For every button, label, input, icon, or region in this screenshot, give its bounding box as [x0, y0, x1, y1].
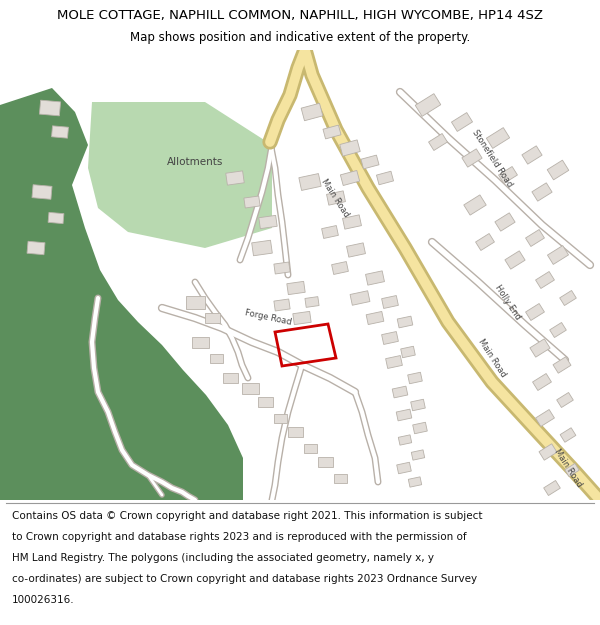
Bar — [522, 146, 542, 164]
Bar — [326, 191, 346, 205]
Text: Map shows position and indicative extent of the property.: Map shows position and indicative extent… — [130, 31, 470, 44]
Bar — [40, 100, 61, 116]
Bar — [476, 234, 494, 251]
Bar — [408, 372, 422, 384]
Bar — [366, 311, 384, 324]
Text: Main Road: Main Road — [552, 447, 584, 489]
Bar — [52, 126, 68, 138]
Bar — [365, 271, 385, 285]
Bar — [560, 428, 576, 442]
Text: 100026316.: 100026316. — [12, 595, 74, 605]
Bar — [565, 463, 579, 477]
Text: Forge Road: Forge Road — [244, 309, 292, 328]
Text: Allotments: Allotments — [167, 157, 223, 167]
Bar — [287, 281, 305, 294]
Bar — [451, 112, 473, 131]
Bar — [398, 435, 412, 445]
Bar — [487, 127, 509, 148]
Bar — [536, 409, 554, 426]
Bar — [560, 291, 577, 306]
Bar — [274, 299, 290, 311]
Bar — [539, 444, 557, 460]
Bar — [382, 296, 398, 309]
Bar — [533, 374, 551, 391]
Bar — [185, 296, 205, 309]
Bar — [547, 160, 569, 180]
Bar — [251, 240, 272, 256]
Bar — [223, 373, 238, 383]
Text: MOLE COTTAGE, NAPHILL COMMON, NAPHILL, HIGH WYCOMBE, HP14 4SZ: MOLE COTTAGE, NAPHILL COMMON, NAPHILL, H… — [57, 9, 543, 22]
Bar — [553, 357, 571, 373]
Bar — [396, 409, 412, 421]
Bar — [415, 94, 441, 116]
Bar — [505, 251, 525, 269]
Polygon shape — [88, 102, 272, 248]
Bar — [317, 457, 332, 467]
Bar — [322, 226, 338, 239]
Bar — [304, 444, 317, 452]
Bar — [464, 195, 486, 215]
Bar — [287, 427, 302, 437]
Polygon shape — [0, 88, 243, 500]
Bar — [350, 291, 370, 305]
Bar — [401, 346, 415, 358]
Bar — [462, 149, 482, 167]
Bar — [340, 171, 359, 186]
Bar — [347, 243, 365, 257]
Bar — [408, 477, 422, 487]
Bar — [332, 261, 349, 274]
Bar — [550, 322, 566, 338]
Bar — [532, 183, 552, 201]
Bar — [343, 215, 361, 229]
Text: Contains OS data © Crown copyright and database right 2021. This information is : Contains OS data © Crown copyright and d… — [12, 511, 482, 521]
Text: co-ordinates) are subject to Crown copyright and database rights 2023 Ordnance S: co-ordinates) are subject to Crown copyr… — [12, 574, 477, 584]
Bar — [428, 134, 448, 151]
Bar — [244, 196, 260, 208]
Bar — [32, 185, 52, 199]
Bar — [536, 271, 554, 289]
Text: Main Road: Main Road — [319, 177, 351, 219]
Text: HM Land Registry. The polygons (including the associated geometry, namely x, y: HM Land Registry. The polygons (includin… — [12, 553, 434, 563]
Bar — [557, 392, 574, 408]
Bar — [205, 313, 220, 323]
Bar — [226, 171, 244, 185]
Bar — [274, 414, 287, 422]
Bar — [48, 213, 64, 224]
Bar — [293, 311, 311, 324]
Bar — [257, 397, 272, 407]
Text: Holly End: Holly End — [493, 283, 523, 321]
Bar — [334, 474, 347, 482]
Bar — [301, 103, 323, 121]
Bar — [397, 316, 413, 328]
Bar — [305, 297, 319, 308]
Bar — [411, 399, 425, 411]
Bar — [376, 171, 394, 185]
Bar — [382, 331, 398, 344]
Bar — [27, 241, 45, 255]
Text: Stonefield Road: Stonefield Road — [470, 127, 514, 188]
Text: to Crown copyright and database rights 2023 and is reproduced with the permissio: to Crown copyright and database rights 2… — [12, 532, 467, 542]
Bar — [499, 166, 517, 184]
Bar — [191, 336, 209, 348]
Text: Main Road: Main Road — [476, 337, 508, 379]
Bar — [259, 216, 277, 229]
Bar — [526, 304, 544, 321]
Bar — [530, 339, 550, 357]
Bar — [340, 140, 360, 156]
Bar — [274, 262, 290, 274]
Bar — [547, 246, 569, 264]
Bar — [397, 462, 411, 474]
Bar — [544, 481, 560, 496]
Bar — [526, 229, 544, 246]
Bar — [495, 213, 515, 231]
Bar — [386, 356, 403, 369]
Bar — [299, 174, 321, 191]
Bar — [323, 125, 341, 139]
Bar — [392, 386, 408, 398]
Bar — [361, 155, 379, 169]
Bar — [241, 382, 259, 394]
Bar — [209, 354, 223, 362]
Bar — [411, 450, 425, 460]
Bar — [413, 422, 427, 434]
